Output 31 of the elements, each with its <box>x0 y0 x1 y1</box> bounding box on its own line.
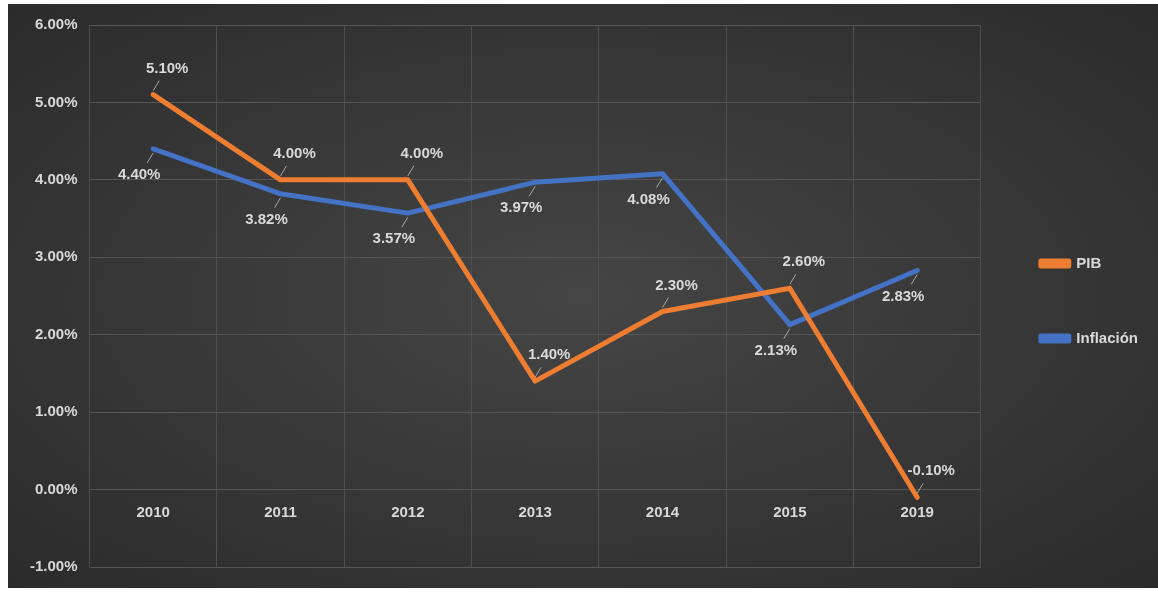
data-label: 1.40% <box>527 345 571 363</box>
y-tick-label: -1.00% <box>30 557 78 575</box>
data-label: 2.83% <box>881 286 925 304</box>
data-label: 4.08% <box>627 189 670 207</box>
data-label: 4.00% <box>400 144 444 161</box>
legend-label: Inflación <box>1076 328 1138 346</box>
x-tick-label: 2011 <box>264 502 297 520</box>
x-tick-label: 2013 <box>518 502 552 520</box>
data-label: 2.60% <box>782 252 826 270</box>
data-label: 2.30% <box>655 275 698 293</box>
y-tick-label: 3.00% <box>34 247 78 265</box>
data-label: 4.00% <box>273 144 316 161</box>
x-tick-label: 2012 <box>391 502 425 520</box>
data-label: -0.10% <box>907 461 955 479</box>
data-label: 4.40% <box>117 165 161 183</box>
y-tick-label: 4.00% <box>34 170 78 187</box>
data-label: 2.13% <box>754 340 798 358</box>
data-label: 3.82% <box>245 209 288 227</box>
y-tick-label: 5.00% <box>34 92 78 110</box>
data-label: 3.97% <box>499 198 543 216</box>
x-tick-label: 2019 <box>900 502 934 520</box>
x-tick-label: 2015 <box>773 502 807 520</box>
y-tick-label: 1.00% <box>34 402 78 420</box>
data-label: 5.10% <box>145 58 189 76</box>
y-tick-label: 2.00% <box>34 324 78 342</box>
y-tick-label: 0.00% <box>34 479 78 497</box>
legend-label: PIB <box>1076 253 1102 271</box>
x-tick-label: 2010 <box>136 502 170 520</box>
x-tick-label: 2014 <box>645 502 680 520</box>
data-label: 3.57% <box>372 229 416 247</box>
y-tick-label: 6.00% <box>34 15 78 33</box>
